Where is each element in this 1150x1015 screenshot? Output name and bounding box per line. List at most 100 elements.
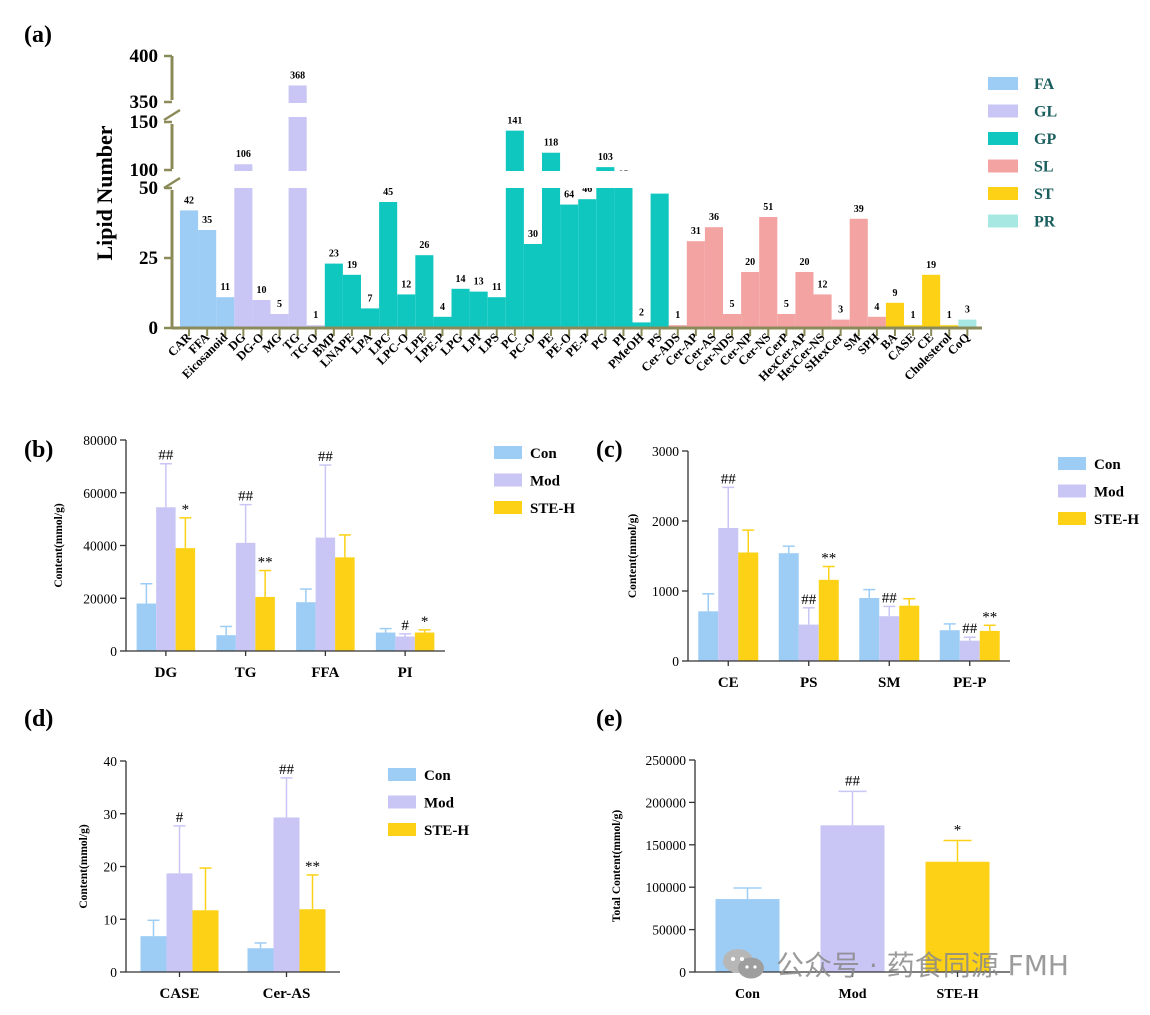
legend-label-d-STE-H: STE-H [424,823,469,839]
panel-label-e: (e) [596,706,623,732]
y-tick-label-b: 60000 [83,486,117,501]
bar-a-label-HexCer-AP: 20 [799,257,809,268]
legend-swatch-d-STE-H [388,823,416,836]
y-tick-label-e: 250000 [646,753,687,768]
bar-a-SM [849,218,868,328]
bar-a-label-HexCer-NS: 12 [818,279,828,290]
x-tick-label-b-TG: TG [235,665,257,681]
legend-swatch-a-FA [988,77,1018,90]
sig-mark-b-DG-Mod: ## [158,448,174,464]
axis-break-mark [163,108,181,122]
bar-a-SHexCer [831,319,850,328]
legend-swatch-c-STE-H [1058,512,1086,525]
bar-a-label-CE: 19 [926,260,936,271]
bar-a-label-PE: 118 [544,138,558,149]
legend-swatch-a-GP [988,132,1018,145]
bar-a-CerP [777,314,796,328]
y-tick-label-d: 40 [104,754,118,769]
bar-a-CoQ [958,319,977,328]
bar-a-label-TG: 368 [290,70,305,81]
bar-a-LPC [379,202,398,328]
legend-label-b-Con: Con [530,446,557,462]
sig-mark-b-DG-STE-H: * [182,502,190,518]
bar-a-label-Cer-AS: 36 [709,212,719,223]
wechat-icon [723,949,764,979]
legend-label-a-PR: PR [1034,214,1056,231]
bar-a-MG [270,314,289,328]
bar-a-HexCer-AP [795,272,814,328]
bar-a-label-Cer-NDS: 5 [730,299,735,310]
bar-b-PI-Mod [395,636,415,651]
legend-label-a-ST: ST [1034,186,1054,203]
sig-mark-d-CASE-Mod: # [176,810,184,826]
tick-a-PG: PG [588,330,610,352]
bar-b-TG-STE-H [255,596,275,651]
bar-a-label-CASE: 1 [911,310,916,321]
bar-a-label-PC: 141 [507,116,522,127]
bar-a-label-Cholesterol: 1 [947,310,952,321]
bar-b-PI-Con [375,632,396,651]
bar-a-Cer-NDS [723,314,742,328]
x-tick-label-c-CE: CE [718,675,739,691]
bar-a-Cer-AP [686,241,705,328]
y-tick-label-c: 3000 [652,444,679,459]
bar-a-label-LPI: 13 [474,277,484,288]
legend-swatch-d-Mod [388,795,416,809]
bar-a-label-LPC: 45 [383,187,393,198]
y-tick-label-c: 0 [672,654,679,669]
y-axis-label-d: Content(mmol/g) [78,824,90,908]
bar-c-PS-Mod [798,624,819,661]
y-tick-label-e: 50000 [652,923,686,938]
legend-swatch-b-STE-H [494,501,522,514]
y-tick-label-b: 0 [110,644,117,659]
bar-a-label-PC-O: 30 [528,229,538,240]
bar-a-label-PMeOH: 2 [639,307,644,318]
bar-a-LNAPE [342,274,361,328]
bar-a-LPG [451,288,470,328]
y-axis-label-a: Lipid Number [92,125,117,260]
bar-a-Cer-AS [704,227,723,328]
x-tick-label-e-STE-H: STE-H [936,987,978,1002]
y-tick-label-a: 0 [149,318,159,339]
bar-a-LPA [361,308,380,328]
watermark-text: 公众号 · 药食同源 FMH [776,949,1069,982]
sig-mark-c-PE-P-Mod: ## [962,621,978,637]
axis-break-gap-lower [170,171,990,188]
y-tick-label-a: 100 [130,160,159,181]
sig-mark-c-PS-Mod: ## [801,592,817,608]
bar-c-PE-P-STE-H [979,630,1000,661]
bar-a-label-LPG: 14 [456,274,466,285]
legend-label-b-Mod: Mod [530,474,561,490]
bar-a-label-LPC-O: 12 [401,279,411,290]
y-tick-label-b: 80000 [83,433,117,448]
bar-d-CASE-Con [140,936,167,972]
bar-c-PS-STE-H [818,579,839,661]
panel-label-b: (b) [24,437,53,463]
legend-swatch-b-Con [494,446,522,459]
bar-a-label-LPA: 7 [368,293,373,304]
legend-label-c-STE-H: STE-H [1094,512,1139,528]
bar-a-label-Eicosanoid: 11 [221,282,230,293]
watermark: 公众号 · 药食同源 FMH [722,944,1069,984]
bar-c-PS-Con [778,553,799,661]
bar-e-STE-H [925,861,990,972]
y-tick-label-b: 20000 [83,591,117,606]
legend-label-a-GP: GP [1034,131,1056,148]
bar-a-label-LPS: 11 [492,282,501,293]
y-tick-label-e: 0 [679,965,686,980]
bar-c-SM-STE-H [899,605,920,661]
bar-a-label-SM: 39 [854,204,864,215]
tick-a-LPS: LPS [476,330,502,356]
legend-label-a-GL: GL [1034,104,1057,121]
y-tick-label-b: 40000 [83,539,117,554]
bar-b-FFA-STE-H [335,557,355,651]
y-tick-label-e: 100000 [646,880,687,895]
bar-a-label-Cer-ADS: 1 [675,310,680,321]
bar-b-DG-STE-H [175,548,196,651]
y-tick-label-c: 2000 [652,514,679,529]
legend-label-d-Mod: Mod [424,796,455,812]
bar-b-TG-Con [216,635,236,651]
x-tick-label-c-PS: PS [800,675,818,691]
y-tick-label-a: 25 [139,248,158,269]
